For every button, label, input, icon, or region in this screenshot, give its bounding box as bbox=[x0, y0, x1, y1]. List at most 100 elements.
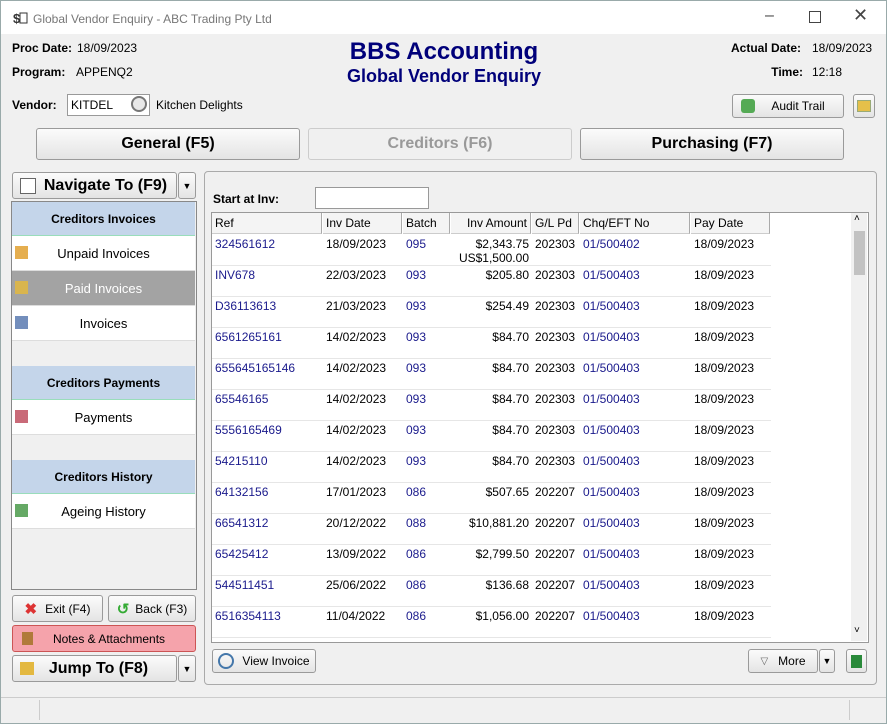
table-cell: 14/02/2023 bbox=[326, 361, 387, 375]
exit-button[interactable]: ✖ Exit (F4) bbox=[12, 595, 103, 622]
jump-button[interactable]: Jump To (F8) bbox=[12, 655, 177, 682]
table-cell: 01/500403 bbox=[583, 392, 640, 406]
minimize[interactable]: – bbox=[765, 7, 774, 24]
excel-button[interactable] bbox=[846, 649, 867, 673]
nav-item[interactable]: Paid Invoices bbox=[12, 271, 195, 306]
nav-item[interactable]: Payments bbox=[12, 400, 195, 435]
audit-trail-button[interactable]: Audit Trail bbox=[732, 94, 844, 118]
row-separator bbox=[212, 637, 771, 638]
table-cell: 01/500403 bbox=[583, 485, 640, 499]
navigate-button[interactable]: Navigate To (F9) bbox=[12, 172, 177, 199]
table-cell[interactable]: D36113613 bbox=[215, 299, 277, 313]
column-header[interactable]: Ref bbox=[212, 213, 322, 234]
table-cell: 18/09/2023 bbox=[694, 392, 755, 406]
table-cell: $84.70 bbox=[492, 454, 529, 468]
row-separator bbox=[212, 544, 771, 545]
table-cell: 095 bbox=[406, 237, 427, 251]
column-header[interactable]: G/L Pd bbox=[532, 213, 579, 234]
table-cell[interactable]: 66541312 bbox=[215, 516, 269, 530]
table-cell[interactable]: 64132156 bbox=[215, 485, 269, 499]
icon bbox=[15, 281, 28, 294]
dropdown[interactable]: ▼ bbox=[178, 655, 196, 682]
table-cell: 202303 bbox=[535, 454, 576, 468]
notes-button[interactable]: Notes & Attachments bbox=[12, 625, 196, 652]
dropdown[interactable]: ▼ bbox=[819, 649, 835, 673]
table-cell[interactable]: 65546165 bbox=[215, 392, 269, 406]
table-cell: 086 bbox=[406, 547, 427, 561]
icon bbox=[851, 654, 862, 668]
column-header[interactable]: Batch bbox=[403, 213, 450, 234]
close[interactable]: ✕ bbox=[853, 5, 869, 25]
status-pane bbox=[39, 700, 850, 720]
label: Program: bbox=[12, 65, 66, 79]
label: Start at Inv: bbox=[213, 192, 280, 206]
table-cell[interactable]: 65425412 bbox=[215, 547, 269, 561]
nav-item[interactable]: Unpaid Invoices bbox=[12, 236, 195, 271]
column-header[interactable]: Chq/EFT No bbox=[580, 213, 690, 234]
table-cell: 202303 bbox=[535, 237, 576, 251]
search-icon[interactable] bbox=[131, 96, 147, 112]
tab[interactable]: General (F5) bbox=[36, 128, 300, 160]
table-cell[interactable]: 5556165469 bbox=[215, 423, 282, 437]
column-header[interactable]: Inv Date bbox=[323, 213, 402, 234]
maximize[interactable] bbox=[809, 11, 821, 23]
table-cell: 18/09/2023 bbox=[694, 609, 755, 623]
app-title: BBS Accounting bbox=[349, 38, 539, 65]
nav-item[interactable]: Invoices bbox=[12, 306, 195, 341]
table-cell[interactable]: INV678 bbox=[215, 268, 256, 282]
table-cell: $507.65 bbox=[485, 485, 529, 499]
table-cell: 202207 bbox=[535, 578, 576, 592]
view-invoice-button[interactable]: View Invoice bbox=[212, 649, 316, 673]
column-header[interactable]: Inv Amount bbox=[451, 213, 531, 234]
table-cell: 093 bbox=[406, 423, 427, 437]
nav-item[interactable]: Ageing History bbox=[12, 494, 195, 529]
icon bbox=[15, 410, 28, 423]
table-cell: 202303 bbox=[535, 330, 576, 344]
table-cell[interactable]: 6516354113 bbox=[215, 609, 281, 623]
start-input[interactable] bbox=[315, 187, 429, 209]
table-cell: $84.70 bbox=[492, 361, 529, 375]
table-cell[interactable]: 544511451 bbox=[215, 578, 275, 592]
table-cell: 01/500403 bbox=[583, 547, 640, 561]
tab[interactable]: Purchasing (F7) bbox=[580, 128, 844, 160]
export-button[interactable] bbox=[853, 94, 875, 118]
tab[interactable]: Creditors (F6) bbox=[308, 128, 572, 160]
more-button[interactable]: ▽ More bbox=[748, 649, 818, 673]
table-cell[interactable]: 655645165146 bbox=[215, 361, 296, 375]
table-cell[interactable]: 6561265161 bbox=[215, 330, 282, 344]
label: Vendor: bbox=[12, 98, 57, 112]
invoice-table: Ref Inv Date Batch Inv Amount G/L Pd Chq/EFT … bbox=[211, 212, 869, 643]
table-cell[interactable]: 324561612 bbox=[215, 237, 276, 251]
table-cell: 01/500403 bbox=[583, 609, 640, 623]
table-cell: $2,799.50 bbox=[475, 547, 529, 561]
table-cell: 13/09/2022 bbox=[326, 547, 387, 561]
label: More bbox=[778, 654, 806, 668]
scroll-thumb[interactable] bbox=[854, 231, 865, 275]
scroll-down[interactable]: ˅ bbox=[854, 625, 860, 636]
title-bar bbox=[1, 1, 886, 34]
table-cell: 202207 bbox=[535, 547, 576, 561]
value: KITDEL bbox=[71, 98, 114, 112]
scroll-up[interactable]: ˄ bbox=[854, 213, 860, 224]
table-cell: 093 bbox=[406, 299, 427, 313]
section-header: Creditors History bbox=[12, 460, 195, 494]
back-button[interactable]: ↺ Back (F3) bbox=[108, 595, 196, 622]
table-cell: 202207 bbox=[535, 485, 576, 499]
vendor-input[interactable]: KITDEL bbox=[67, 94, 150, 116]
table-cell: 18/09/2023 bbox=[326, 237, 387, 251]
label: View Invoice bbox=[242, 654, 310, 668]
column-header[interactable]: Pay Date bbox=[691, 213, 770, 234]
table-cell: 18/09/2023 bbox=[694, 423, 755, 437]
table-cell: 14/02/2023 bbox=[326, 423, 387, 437]
scrollbar[interactable]: ˄ ˅ bbox=[851, 213, 867, 641]
table-cell: 25/06/2022 bbox=[326, 578, 387, 592]
subtitle: Global Vendor Enquiry bbox=[346, 66, 542, 86]
table-cell[interactable]: 54215110 bbox=[215, 454, 268, 468]
dropdown[interactable]: ▼ bbox=[178, 172, 196, 199]
label: Audit Trail bbox=[771, 99, 825, 113]
table-cell: $84.70 bbox=[492, 330, 529, 344]
table-cell: 18/09/2023 bbox=[694, 299, 755, 313]
table-cell: 01/500403 bbox=[583, 454, 640, 468]
table-cell: 18/09/2023 bbox=[694, 330, 755, 344]
